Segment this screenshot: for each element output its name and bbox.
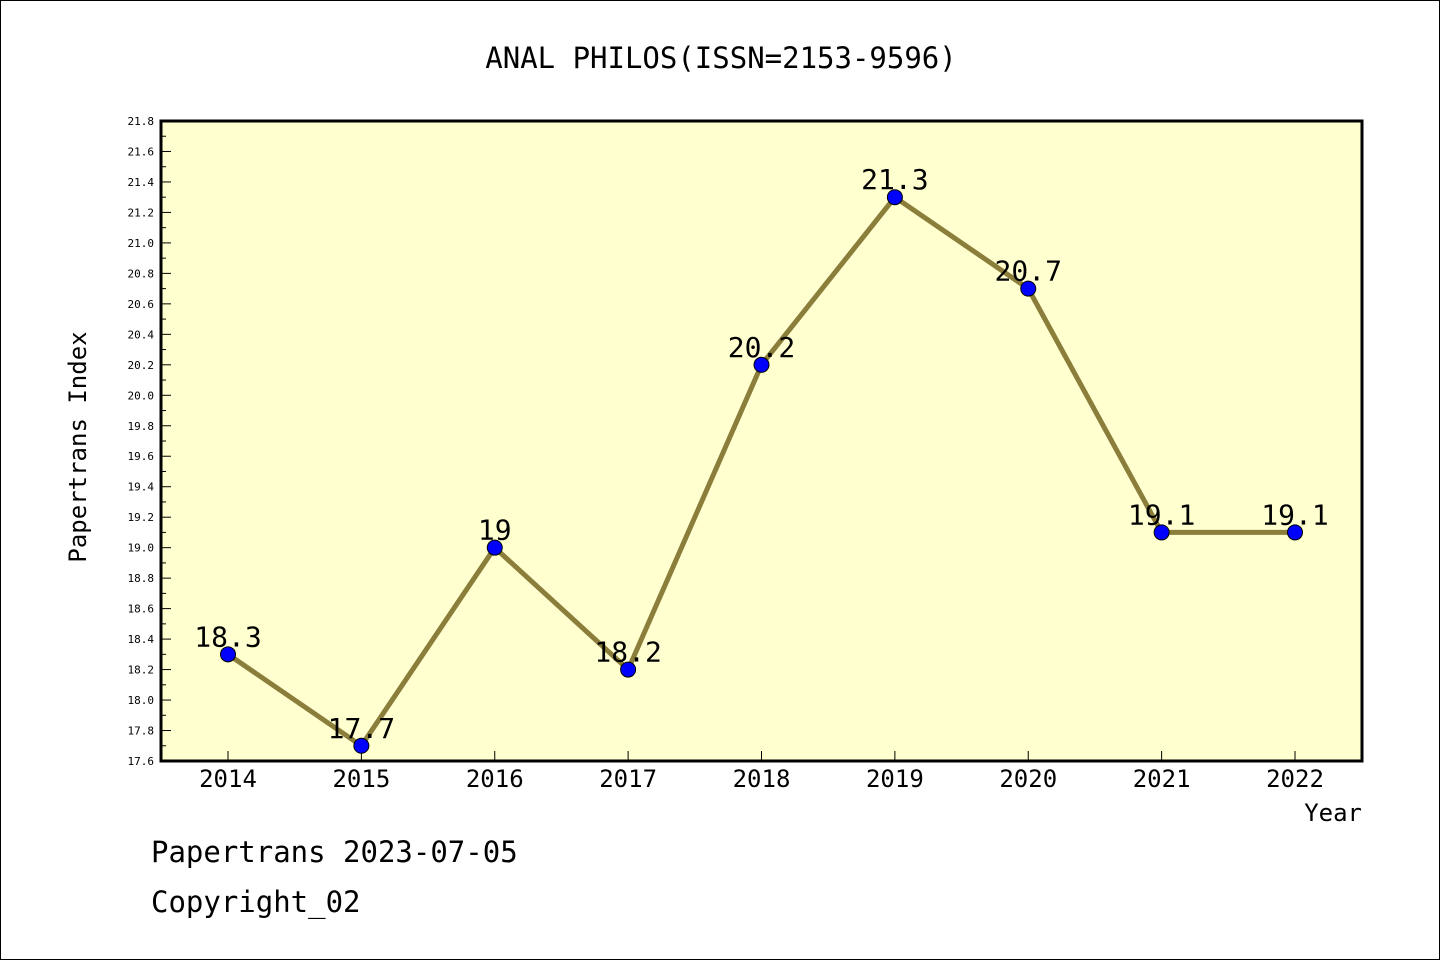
source-date-text: Papertrans 2023-07-05 — [151, 835, 518, 869]
plot-frame — [159, 119, 1364, 763]
y-tick-label: 18.6 — [128, 603, 155, 616]
y-tick-label: 19.0 — [128, 542, 155, 555]
data-point-marker — [1020, 280, 1037, 297]
data-label: 18.2 — [594, 636, 661, 669]
y-tick-label: 19.6 — [128, 450, 155, 463]
y-tick-label: 17.6 — [128, 755, 155, 768]
data-label: 18.3 — [194, 620, 261, 653]
copyright-text: Copyright_02 — [151, 885, 361, 919]
y-tick-label: 17.8 — [128, 725, 155, 738]
data-point-marker — [1153, 524, 1170, 541]
data-label: 21.3 — [861, 163, 928, 196]
data-point-marker — [620, 661, 637, 678]
data-label: 20.2 — [728, 331, 795, 364]
y-tick-label: 21.4 — [128, 176, 155, 189]
x-tick-label: 2019 — [866, 765, 924, 793]
y-tick-label: 21.8 — [128, 115, 155, 128]
data-point-marker — [220, 646, 236, 663]
data-point-marker — [486, 539, 503, 556]
plot-area — [161, 121, 1362, 761]
y-tick-label: 21.0 — [128, 237, 155, 250]
x-tick-label: 2018 — [733, 765, 791, 793]
y-tick-label: 18.8 — [128, 572, 155, 585]
y-tick-label: 20.4 — [128, 328, 155, 341]
x-tick-label: 2014 — [199, 765, 257, 793]
chart-title: ANAL PHILOS(ISSN=2153-9596) — [485, 41, 956, 75]
y-tick-label: 19.2 — [128, 511, 155, 524]
x-axis-label: Year — [1304, 799, 1362, 827]
y-tick-label: 21.6 — [128, 145, 155, 158]
x-tick-label: 2020 — [999, 765, 1057, 793]
y-tick-label: 18.4 — [128, 633, 155, 646]
data-point-marker — [353, 737, 370, 754]
data-label: 19.1 — [1261, 498, 1328, 531]
x-tick-label: 2016 — [466, 765, 524, 793]
x-tick-label: 2015 — [332, 765, 390, 793]
data-label: 19.1 — [1128, 498, 1195, 531]
data-point-marker — [1287, 524, 1303, 541]
x-tick-label: 2022 — [1266, 765, 1324, 793]
data-label: 20.7 — [995, 255, 1062, 288]
y-axis-label: Papertrans Index — [64, 331, 92, 562]
y-tick-label: 19.4 — [128, 481, 155, 494]
x-tick-label: 2017 — [599, 765, 657, 793]
y-tick-label: 21.2 — [128, 206, 155, 219]
y-tick-label: 19.8 — [128, 420, 155, 433]
y-tick-label: 20.6 — [128, 298, 155, 311]
x-tick-label: 2021 — [1133, 765, 1191, 793]
data-point-marker — [886, 189, 903, 206]
y-tick-label: 20.8 — [128, 267, 155, 280]
y-tick-label: 20.0 — [128, 389, 155, 402]
data-label: 17.7 — [328, 712, 395, 745]
y-tick-label: 18.0 — [128, 694, 155, 707]
data-point-marker — [753, 356, 770, 373]
y-tick-label: 20.2 — [128, 359, 155, 372]
data-label: 19 — [478, 514, 512, 547]
y-tick-label: 18.2 — [128, 664, 155, 677]
